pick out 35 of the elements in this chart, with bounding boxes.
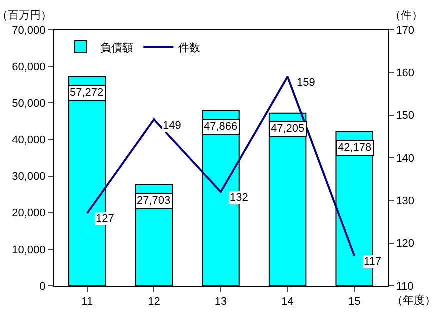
- data-label: 159: [297, 77, 316, 89]
- data-label: 47,866: [204, 121, 238, 133]
- y-tick-label: 0: [40, 280, 46, 293]
- data-label: 149: [163, 120, 182, 132]
- data-label: 42,178: [338, 142, 372, 154]
- data-label: 47,205: [271, 123, 305, 135]
- x-tick-label: 11: [82, 296, 94, 308]
- y2-tick-label: 150: [396, 110, 415, 122]
- y2-tick-label: 170: [396, 24, 415, 37]
- y-tick-label: 10,000: [12, 244, 46, 256]
- x-tick-label: 12: [148, 296, 160, 308]
- data-label: 57,272: [70, 87, 104, 99]
- x-axis-title: （年度）: [392, 294, 432, 307]
- y-tick-label: 70,000: [12, 24, 46, 37]
- y-axis-title: （百万円）: [0, 10, 52, 22]
- y2-tick-label: 120: [396, 238, 415, 250]
- data-label: 117: [364, 256, 382, 268]
- y2-tick-label: 140: [396, 152, 415, 165]
- y-tick-label: 20,000: [12, 208, 46, 220]
- y-tick-label: 40,000: [12, 134, 46, 147]
- y2-tick-label: 110: [396, 280, 414, 293]
- y-tick-label: 30,000: [12, 171, 46, 184]
- y-tick-label: 50,000: [12, 98, 46, 110]
- y2-tick-label: 130: [396, 196, 415, 208]
- data-label: 127: [96, 213, 114, 225]
- x-tick-label: 15: [348, 296, 361, 308]
- x-tick-label: 14: [282, 296, 294, 308]
- data-label: 132: [230, 192, 248, 204]
- data-label: 27,703: [137, 195, 171, 207]
- x-tick-label: 13: [214, 296, 228, 308]
- y-tick-label: 60,000: [12, 61, 46, 74]
- legend-label: 件数: [178, 42, 201, 54]
- y2-axis-title: （件）: [390, 10, 423, 22]
- legend-label: 負債額: [100, 41, 134, 54]
- y2-tick-label: 160: [396, 68, 415, 80]
